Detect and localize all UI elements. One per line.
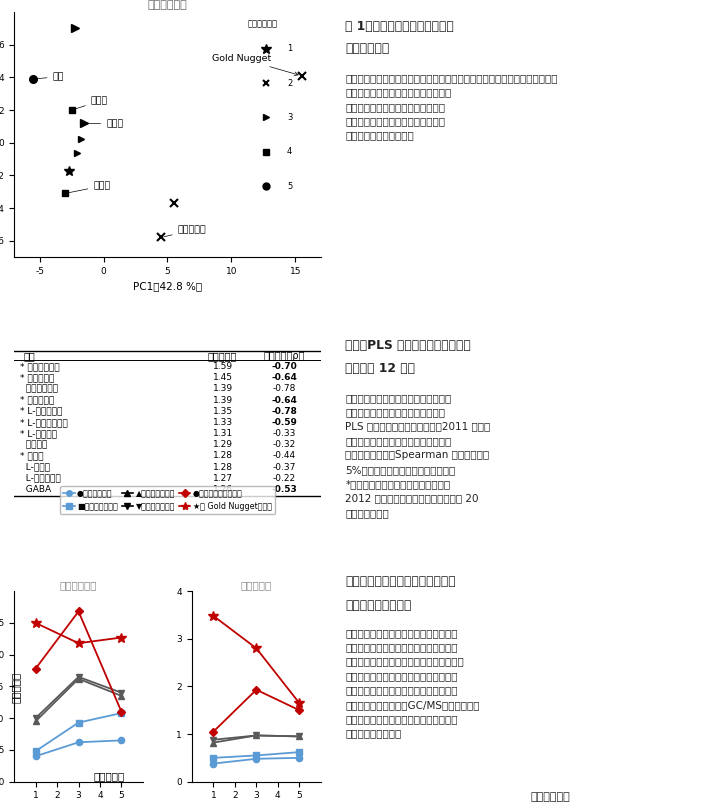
Text: GABA: GABA [20, 485, 51, 494]
Text: -0.78: -0.78 [272, 385, 295, 394]
Text: -0.22: -0.22 [272, 474, 295, 483]
Text: 1.26: 1.26 [213, 485, 233, 494]
Text: -0.37: -0.37 [272, 463, 295, 471]
Text: * L-グルタミン酸: * L-グルタミン酸 [20, 418, 68, 427]
Legend: ●：白爵（高）, ■：雪化粧（高）, ▲：えびす（中）, ▼：みやこ（中）, ●：打木甘皮栗（低）, ★： Gold Nugget（低）: ●：白爵（高）, ■：雪化粧（高）, ▲：えびす（中）, ▼：みやこ（中）, ●… [60, 486, 275, 514]
Text: 1.29: 1.29 [213, 441, 233, 450]
Text: 打木甘皮栗: 打木甘皮栗 [164, 226, 207, 237]
Text: * L-アラニン: * L-アラニン [20, 429, 57, 438]
Text: を示した 12 成分: を示した 12 成分 [345, 362, 415, 375]
Title: 主成分スコア: 主成分スコア [147, 0, 188, 10]
Text: 1: 1 [287, 45, 293, 53]
Text: L-ホモセリン: L-ホモセリン [20, 474, 61, 483]
Text: 表１　PLS 解析で高い変数重要度: 表１ PLS 解析で高い変数重要度 [345, 339, 471, 352]
Text: -0.59: -0.59 [271, 418, 297, 427]
Text: 雪化粧: 雪化粧 [74, 96, 108, 109]
Text: 1.33: 1.33 [213, 418, 233, 427]
Text: 1.28: 1.28 [213, 451, 233, 460]
Text: Gold Nugget: Gold Nugget [212, 54, 298, 75]
Text: -0.44: -0.44 [272, 451, 295, 460]
Text: -0.78: -0.78 [271, 407, 297, 416]
Text: 1.31: 1.31 [213, 429, 233, 438]
Text: 4: 4 [287, 147, 293, 156]
Text: 1.35: 1.35 [213, 407, 233, 416]
Text: 3: 3 [287, 113, 293, 122]
Text: 相対面積比: 相対面積比 [11, 671, 20, 702]
Text: L-セリン: L-セリン [20, 463, 50, 471]
Text: -0.32: -0.32 [272, 441, 295, 450]
Text: 主成分１，２のスコア値をプロットした。スコアは各品種において２～３個
体の平均値で示した。２点間のスコア
が近い値になるほど似通った組成で
あることを示す。谯蔵: 主成分１，２のスコア値をプロットした。スコアは各品種において２～３個 体の平均値… [345, 73, 558, 140]
Text: -0.70: -0.70 [271, 362, 297, 371]
Text: -0.64: -0.64 [271, 395, 297, 404]
Text: 収穫後月数: 収穫後月数 [94, 771, 125, 781]
Text: 図２　収穫後のアラビノースおよ: 図２ 収穫後のアラビノースおよ [345, 575, 456, 588]
Text: -0.33: -0.33 [272, 429, 295, 438]
Text: 2: 2 [287, 79, 293, 87]
Text: * 粘液酸: * 粘液酸 [20, 451, 44, 460]
Text: （岡崎圭毅）: （岡崎圭毅） [530, 792, 570, 802]
Text: 成分分析結果: 成分分析結果 [345, 42, 390, 55]
Text: 変数重要度: 変数重要度 [208, 351, 238, 361]
Text: 相関係数（ρ）: 相関係数（ρ） [263, 351, 305, 361]
Text: 1.27: 1.27 [213, 474, 233, 483]
Text: -0.64: -0.64 [271, 373, 297, 382]
Title: キシロース: キシロース [240, 581, 272, 590]
Text: 成分: 成分 [23, 351, 35, 361]
Text: 1.59: 1.59 [213, 362, 233, 371]
Text: * アラビノース: * アラビノース [20, 362, 60, 371]
Text: えびす: えびす [87, 119, 123, 129]
Text: 図 1　カボチャ水溶性成分の主: 図 1 カボチャ水溶性成分の主 [345, 20, 454, 33]
Text: みやこ: みやこ [68, 181, 111, 193]
Text: * ラムノース: * ラムノース [20, 395, 54, 404]
Text: グリシン: グリシン [20, 441, 47, 450]
Title: アラビノース: アラビノース [60, 581, 97, 590]
X-axis label: PC1（42.8 %）: PC1（42.8 %） [133, 281, 202, 292]
Text: 変数重要度は収穫後１か月におけるカ
ボチャ成分と谯蔵性ランクを用いた
PLS 回帰分析により算出した（2011 年）。
相関係数は谯蔵性ランクと代謝物の間
の順: 変数重要度は収穫後１か月におけるカ ボチャ成分と谯蔵性ランクを用いた PLS 回… [345, 393, 491, 518]
Text: 1.45: 1.45 [213, 373, 233, 382]
Text: ラフィノース: ラフィノース [20, 385, 59, 394]
Text: * キシロース: * キシロース [20, 373, 54, 382]
Text: * L-トレオニン: * L-トレオニン [20, 407, 63, 416]
Text: 1.39: 1.39 [213, 395, 233, 404]
Text: -0.53: -0.53 [271, 485, 297, 494]
Text: 白爵: 白爵 [36, 72, 64, 81]
Text: 谯蔵性ランク: 谯蔵性ランク [247, 19, 277, 28]
Text: びキシロースの推移: びキシロースの推移 [345, 599, 412, 612]
Text: 1.28: 1.28 [213, 463, 233, 471]
Text: 1.39: 1.39 [213, 385, 233, 394]
Text: 5: 5 [287, 181, 293, 190]
Text: カボチャ６品種に含まれるアラビノース
およびキシロースの推移を示した。「白
爵」および「雪化粧」（高谯蔵性）は、他
の品種と比較して両成分が低濃度で推移
する。: カボチャ６品種に含まれるアラビノース およびキシロースの推移を示した。「白 爵」… [345, 628, 480, 739]
